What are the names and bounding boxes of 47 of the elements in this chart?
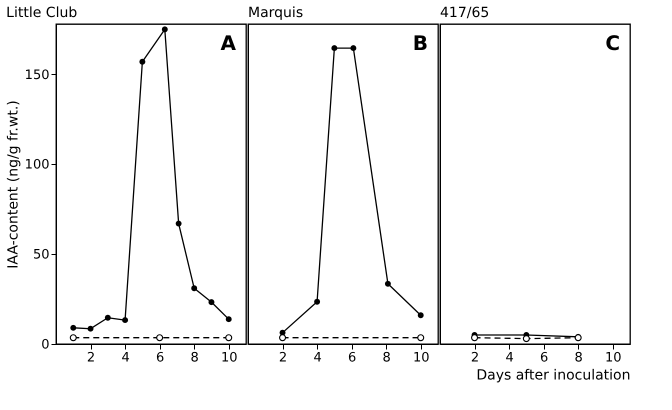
point (70, 334, 77, 342)
annotation: B (412, 31, 428, 55)
x-tick-label: 6 (540, 350, 548, 366)
y-tick-label: 50 (32, 248, 50, 263)
x-tick-label: 8 (574, 350, 583, 366)
y-tick-label: 0 (41, 338, 50, 352)
point (225, 334, 232, 342)
x-tick-label: 2 (470, 350, 480, 366)
y-axis-title: IAA-content (ng/g fr.wt.) (6, 100, 22, 269)
chart-title: Marquis (248, 5, 304, 21)
point (156, 334, 164, 342)
x-tick-label: 8 (382, 350, 391, 366)
point (208, 299, 214, 306)
point (70, 324, 76, 331)
point (279, 334, 286, 342)
x-tick-label: 2 (278, 350, 288, 366)
x-tick-label: 6 (348, 350, 356, 366)
x-tick-label: 8 (190, 350, 199, 366)
point (314, 298, 320, 305)
x-tick-label: 10 (604, 350, 622, 366)
point (417, 334, 424, 342)
point (350, 45, 356, 52)
point (176, 220, 182, 227)
x-tick-label: 6 (156, 350, 164, 366)
point (162, 26, 168, 32)
point (418, 312, 424, 318)
point (384, 280, 391, 287)
chart-title: 417/65 (440, 5, 490, 21)
x-axis-title: Days after inoculation (476, 368, 630, 384)
x-tick-label: 4 (313, 350, 322, 366)
y-tick-label: 100 (24, 158, 50, 173)
x-tick-label: 4 (505, 350, 514, 366)
point (88, 326, 94, 332)
x-tick-label: 10 (220, 350, 238, 366)
point (191, 285, 198, 292)
x-tick-label: 10 (412, 350, 430, 366)
x-tick-label: 4 (121, 350, 130, 366)
point (104, 314, 111, 321)
y-tick-label: 150 (24, 68, 50, 83)
chart-title: Little Club (6, 5, 78, 21)
annotation: A (220, 31, 237, 55)
annotation: C (605, 31, 620, 55)
point (139, 58, 146, 65)
point (331, 45, 338, 52)
point (226, 316, 232, 322)
point (122, 317, 128, 324)
x-tick-label: 2 (86, 350, 96, 366)
